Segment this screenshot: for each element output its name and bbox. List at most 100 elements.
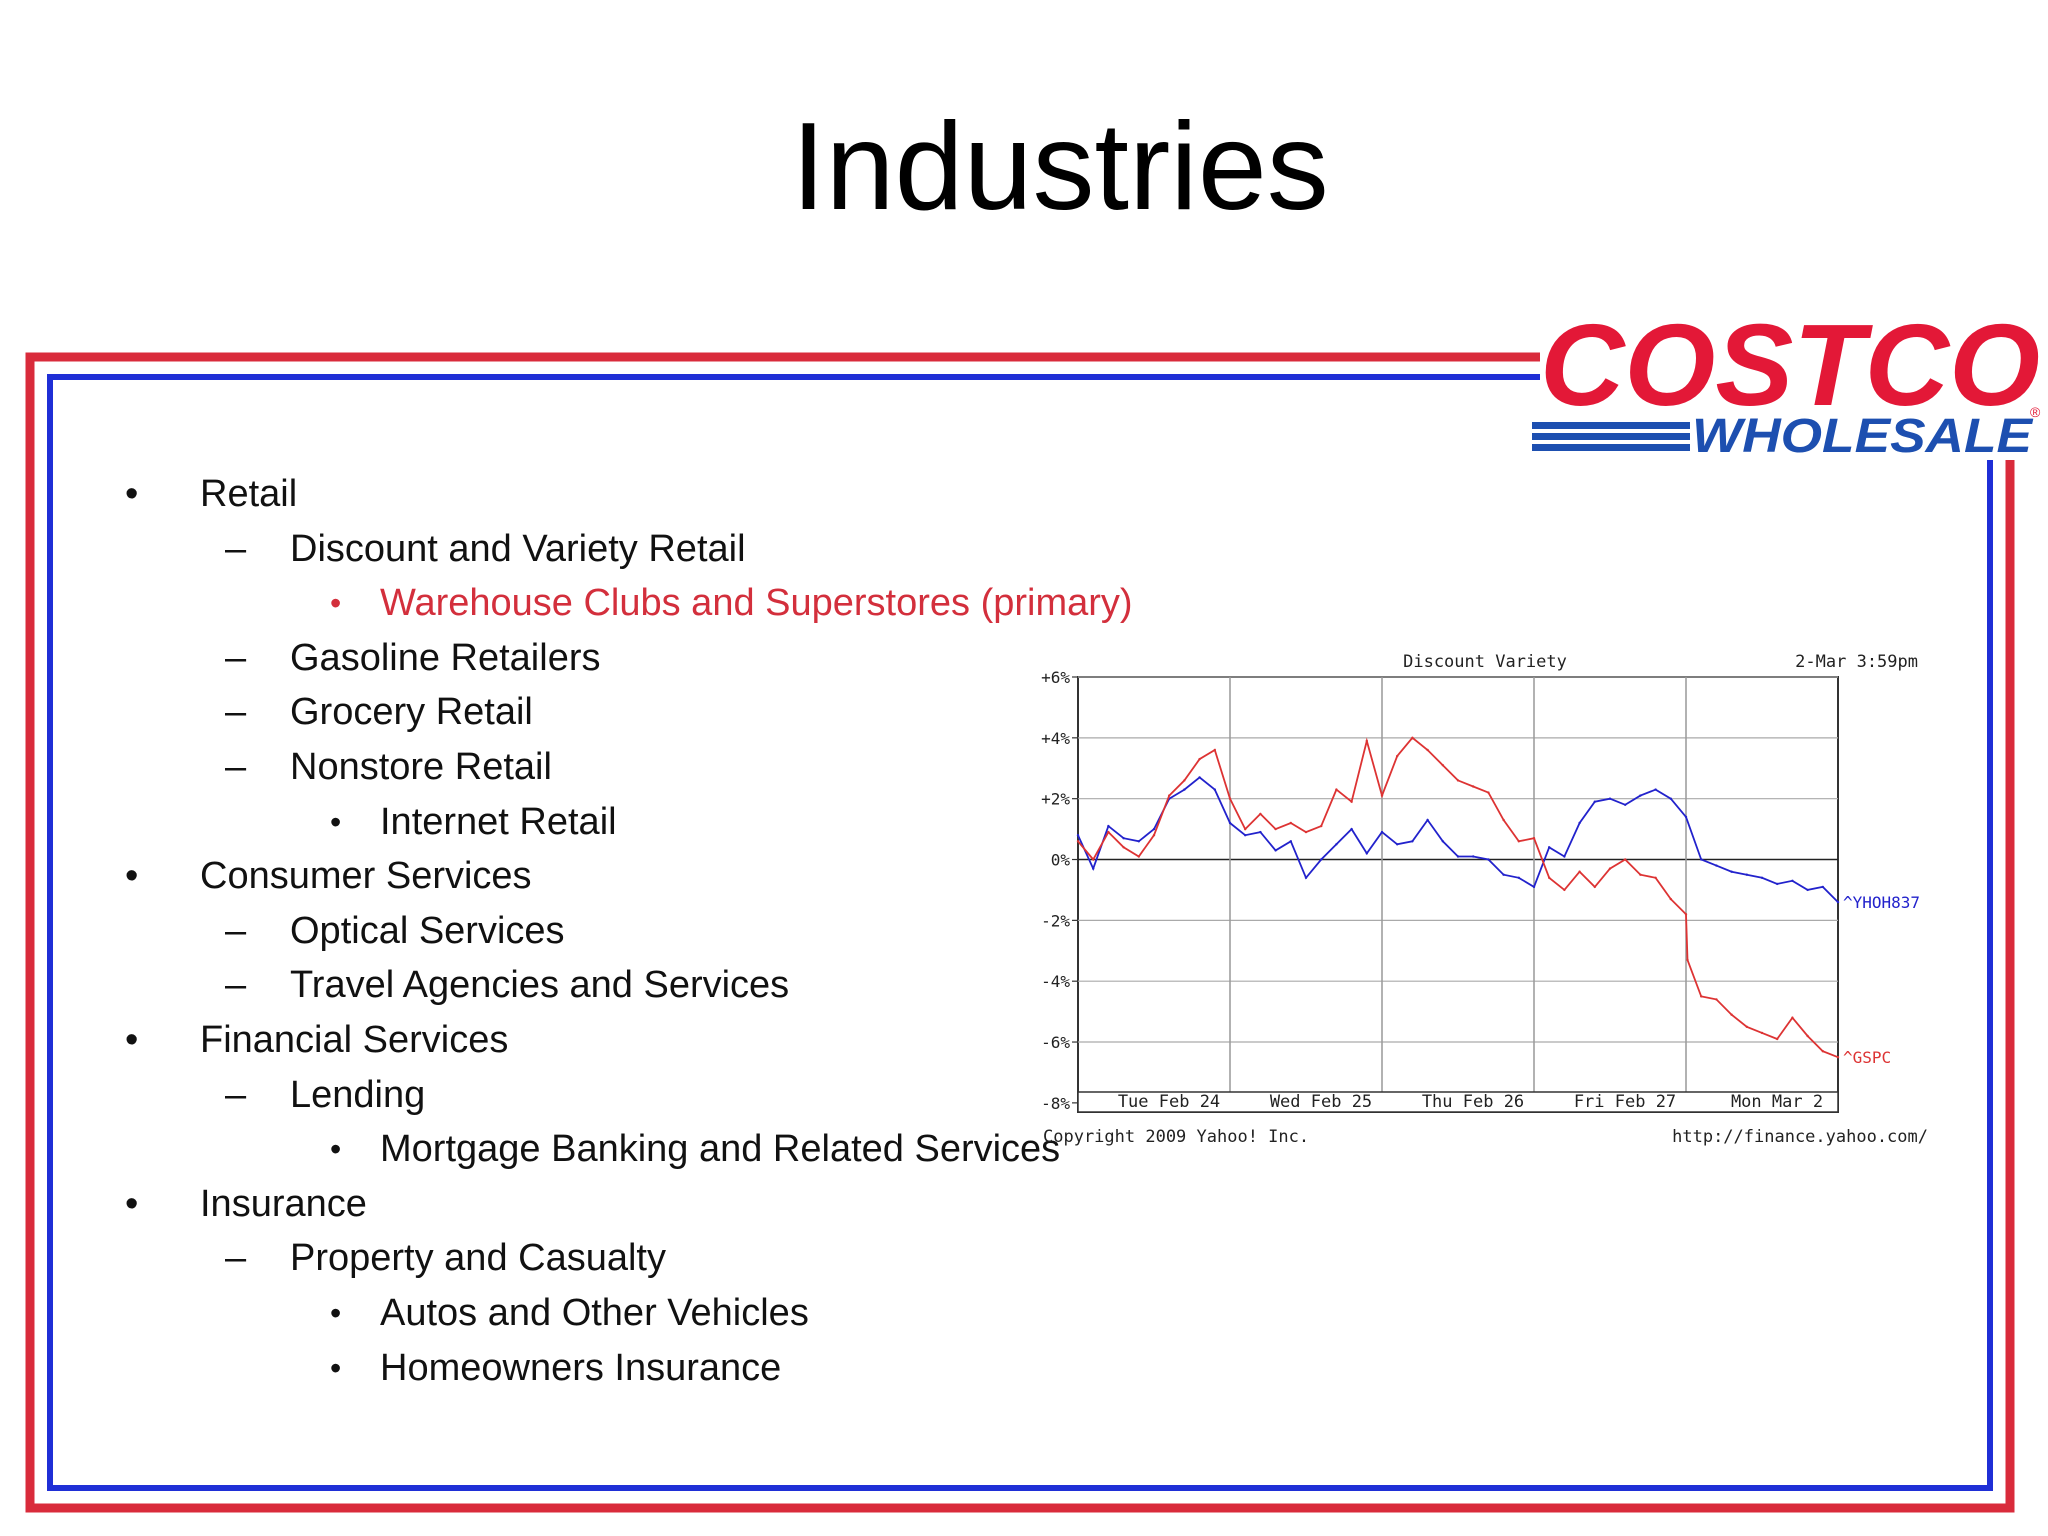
- bullet-text: Retail: [200, 473, 298, 515]
- series-point: [1350, 800, 1353, 803]
- series-point: [1487, 791, 1490, 794]
- bullet-text: Travel Agencies and Services: [290, 964, 790, 1007]
- series-point: [1092, 858, 1095, 861]
- series-point: [1380, 830, 1384, 834]
- bullet-text: Autos and Other Vehicles: [380, 1292, 809, 1334]
- series-point: [1320, 858, 1323, 861]
- series-point: [1289, 821, 1292, 825]
- bullet-marker: •: [330, 803, 342, 840]
- series-point: [1472, 785, 1475, 788]
- bullet-text: Insurance: [200, 1182, 367, 1225]
- series-point: [1760, 876, 1764, 879]
- series-point: [1426, 748, 1429, 752]
- series-point: [1502, 818, 1505, 822]
- series-point: [1578, 870, 1581, 873]
- bullet-text: Optical Services: [290, 909, 565, 952]
- series-point: [1563, 888, 1566, 892]
- series-point: [1365, 852, 1368, 855]
- series-point: [1350, 827, 1353, 831]
- series-point: [1228, 797, 1232, 800]
- series-point: [1654, 876, 1657, 879]
- series-point: [1426, 818, 1429, 822]
- series-point: [1639, 794, 1642, 797]
- logo-registered-mark: ®: [2030, 404, 2041, 420]
- logo-costco-text: COSTCO: [1540, 305, 2040, 430]
- series-point: [1686, 958, 1689, 962]
- costco-wholesale-logo: COSTCO WHOLESALE ®: [1530, 300, 2048, 465]
- chart-copyright: Copyright 2009 Yahoo! Inc.: [1043, 1127, 1309, 1147]
- dash-marker: –: [225, 746, 247, 788]
- series-point: [1396, 754, 1399, 758]
- series-point: [1669, 797, 1672, 800]
- series-point: [1487, 858, 1490, 861]
- series-point: [1624, 858, 1627, 861]
- series-point: [1517, 876, 1520, 879]
- series-point: [1411, 736, 1414, 739]
- series-point: [1624, 803, 1627, 806]
- series-point: [1730, 1013, 1733, 1016]
- series-point: [1441, 840, 1444, 843]
- y-tick-label: +4%: [1041, 729, 1070, 748]
- series-point: [1183, 788, 1186, 791]
- bullet-marker: •: [125, 1182, 139, 1225]
- series-point: [1320, 824, 1323, 828]
- chart-svg: Discount Variety 2-Mar 3:59pm Copyright …: [1041, 652, 1928, 1147]
- chart-title: Discount Variety: [1403, 652, 1567, 672]
- series-point: [1168, 794, 1171, 797]
- bullet-text: Property and Casualty: [290, 1237, 666, 1280]
- series-point: [1684, 913, 1688, 916]
- bullet-text: Lending: [290, 1073, 426, 1116]
- bullet-marker: •: [330, 1349, 342, 1386]
- bullet-text: Homeowners Insurance: [380, 1346, 782, 1389]
- x-axis-band: [1077, 1091, 1839, 1113]
- series-point: [1836, 1056, 1840, 1059]
- y-tick-label: -8%: [1041, 1094, 1070, 1113]
- series-point: [1669, 897, 1672, 901]
- bullet-text: Discount and Variety Retail: [290, 527, 746, 570]
- series-point: [1228, 821, 1232, 825]
- series-point: [1502, 873, 1505, 876]
- series-point: [1639, 873, 1642, 876]
- series-point: [1821, 885, 1824, 889]
- series-point: [1076, 834, 1080, 837]
- plot-area: [1077, 676, 1839, 1113]
- logo-wholesale-text: WHOLESALE: [1692, 410, 2034, 463]
- series-point: [1700, 995, 1703, 998]
- series-point: [1092, 867, 1095, 870]
- series-point: [1776, 882, 1779, 886]
- series-point: [1836, 900, 1840, 904]
- bullet-text: Warehouse Clubs and Superstores (primary…: [380, 582, 1133, 625]
- series-point: [1274, 827, 1277, 831]
- series-point: [1578, 821, 1581, 825]
- series-point: [1198, 757, 1201, 761]
- series-point: [1760, 1031, 1764, 1035]
- series-end-label: ^YHOH837: [1843, 893, 1920, 912]
- series-point: [1791, 1016, 1794, 1019]
- series-point: [1532, 837, 1536, 840]
- bullet-text: Financial Services: [200, 1019, 509, 1061]
- dash-marker: –: [225, 1237, 247, 1280]
- series-point: [1456, 855, 1460, 858]
- series-point: [1289, 840, 1292, 843]
- series-point: [1259, 812, 1262, 816]
- series-point: [1730, 870, 1733, 873]
- bullet-marker: •: [330, 1131, 342, 1168]
- logo-stripe: [1532, 433, 1690, 440]
- bullet-marker: •: [330, 1295, 342, 1331]
- bullet-text: Mortgage Banking and Related Services: [380, 1128, 1061, 1171]
- series-point: [1608, 867, 1612, 870]
- series-point: [1700, 858, 1703, 861]
- series-point: [1548, 846, 1551, 849]
- x-tick-label: Wed Feb 25: [1270, 1092, 1372, 1112]
- series-point: [1076, 840, 1080, 843]
- series-point: [1137, 855, 1140, 858]
- series-point: [1563, 855, 1566, 858]
- series-point: [1745, 1025, 1748, 1028]
- series-point: [1532, 885, 1536, 889]
- series-point: [1608, 797, 1612, 800]
- series-point: [1365, 739, 1368, 743]
- series-point: [1304, 830, 1308, 834]
- series-point: [1107, 830, 1110, 834]
- series-point: [1244, 827, 1247, 831]
- series-point: [1380, 794, 1384, 797]
